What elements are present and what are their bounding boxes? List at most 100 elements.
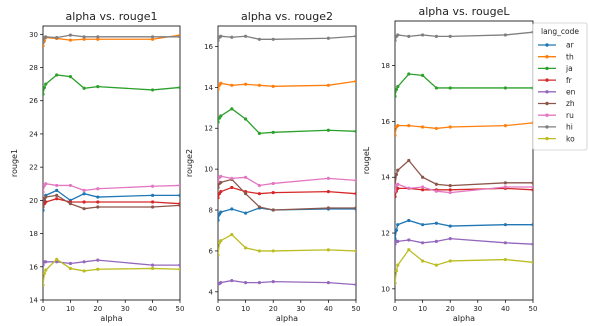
series-line-ja [218, 108, 356, 135]
legend-label: hi [566, 123, 573, 132]
data-point-ja [218, 120, 220, 124]
data-point-zh [407, 158, 411, 163]
legend-marker [545, 136, 549, 141]
legend-item-ko: ko [538, 134, 575, 143]
data-point-ru [82, 188, 86, 192]
y-tick-label: 14 [204, 84, 213, 92]
data-point-en [257, 281, 261, 285]
series-group [218, 34, 356, 287]
y-tick-label: 12 [381, 230, 390, 238]
data-point-ko [43, 283, 45, 287]
data-point-ru [96, 187, 100, 191]
data-point-fr [326, 190, 330, 194]
series-line-en [218, 279, 356, 286]
data-point-en [230, 278, 234, 283]
data-point-ko [396, 263, 400, 267]
data-point-en [178, 263, 180, 267]
data-point-zh [503, 181, 507, 185]
chart-title: alpha vs. rouge2 [241, 10, 333, 23]
x-tick-label: 40 [148, 305, 157, 313]
data-point-hi [326, 36, 330, 40]
legend-frame [532, 22, 588, 151]
x-axis-label: alpha [100, 314, 122, 323]
data-point-ja [407, 72, 411, 76]
data-point-fr [44, 200, 48, 204]
data-point-ko [503, 257, 507, 262]
data-point-ja [96, 85, 100, 89]
legend-marker [545, 43, 549, 47]
x-tick-label: 0 [393, 305, 397, 313]
data-point-ru [230, 176, 234, 180]
series-group [395, 30, 533, 285]
data-point-en [407, 238, 411, 242]
data-point-th [421, 125, 425, 129]
legend-item-hi: hi [538, 123, 573, 132]
data-point-hi [218, 38, 220, 42]
data-point-th [218, 87, 220, 91]
series-line-fr [395, 187, 533, 197]
chart-panel-2: alpha vs. rouge2 0 10 20 30 40 50 4 6 8 10 12 14 16 al… [185, 10, 360, 323]
chart-panel-1: alpha vs. rouge1 0 10 20 30 40 50 14 16 18 20 22 24 2… [10, 10, 184, 323]
data-point-zh [96, 205, 100, 209]
data-point-ja [43, 85, 46, 90]
data-point-ko [244, 246, 248, 250]
legend-marker [545, 101, 549, 106]
data-point-ar [230, 207, 234, 211]
data-point-hi [178, 35, 180, 39]
data-point-ru [421, 185, 425, 189]
y-axis-label: rougeL [362, 146, 371, 174]
data-point-zh [44, 195, 48, 199]
data-point-hi [257, 37, 261, 41]
data-point-ar [218, 218, 220, 222]
data-point-fr [230, 185, 234, 190]
data-point-zh [396, 168, 400, 172]
legend-label: th [566, 52, 574, 61]
data-point-hi [68, 33, 72, 37]
x-tick-label: 20 [269, 305, 278, 313]
data-point-zh [151, 205, 155, 209]
y-tick-label: 8 [209, 207, 213, 215]
data-point-zh [218, 185, 220, 190]
data-point-zh [531, 181, 533, 185]
data-point-en [503, 241, 507, 245]
data-point-ko [395, 281, 397, 285]
chart-panel-3: alpha vs. rougeL 0 10 20 30 40 50 10 12 14 16 18 alp… [362, 5, 537, 323]
data-point-fr [219, 190, 223, 194]
data-point-ko [395, 269, 398, 273]
data-point-fr [257, 192, 261, 196]
data-point-ru [271, 181, 275, 186]
data-point-ru [219, 174, 223, 178]
data-point-zh [257, 205, 261, 209]
data-point-ja [230, 107, 234, 111]
data-point-en [421, 241, 425, 245]
legend-label: fr [566, 76, 573, 85]
data-point-th [396, 124, 400, 128]
x-axis-label: alpha [453, 314, 475, 323]
data-point-ar [96, 195, 100, 199]
legend-item-ar: ar [538, 41, 575, 50]
data-point-hi [151, 35, 155, 39]
data-point-hi [395, 38, 397, 43]
x-tick-label: 10 [241, 305, 250, 313]
y-tick-label: 12 [204, 125, 213, 133]
data-point-zh [178, 203, 180, 207]
data-point-hi [434, 34, 438, 38]
data-point-ar [395, 228, 398, 232]
data-point-ru [395, 189, 397, 193]
data-point-hi [407, 34, 411, 38]
data-point-hi [244, 34, 248, 38]
data-point-ja [421, 73, 425, 78]
series-line-zh [395, 159, 533, 187]
data-point-ar [219, 210, 223, 214]
data-point-hi [219, 34, 223, 38]
data-point-hi [82, 35, 86, 39]
data-point-fr [82, 200, 86, 204]
data-point-th [354, 79, 356, 83]
y-tick-label: 26 [29, 97, 38, 105]
data-point-th [43, 44, 45, 48]
series-line-hi [395, 31, 533, 41]
legend-item-ru: ru [538, 111, 574, 120]
data-point-ja [244, 117, 248, 121]
data-point-en [354, 283, 356, 287]
